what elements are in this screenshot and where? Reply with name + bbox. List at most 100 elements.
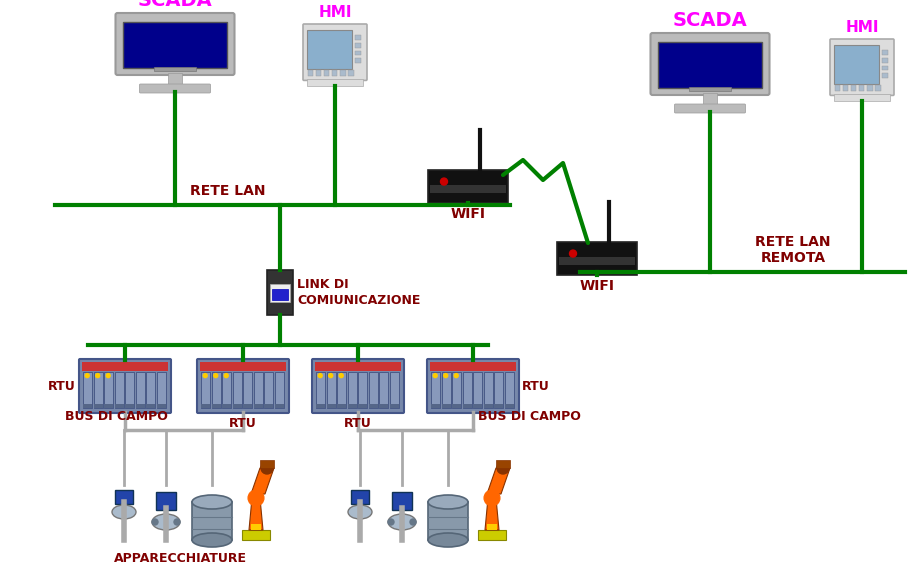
Circle shape — [329, 374, 333, 378]
Bar — [442, 404, 451, 408]
Bar — [487, 524, 497, 530]
Circle shape — [96, 374, 99, 378]
Bar — [452, 372, 461, 408]
Polygon shape — [487, 468, 510, 494]
Bar — [882, 58, 888, 63]
Bar — [442, 372, 451, 408]
Bar — [94, 372, 103, 408]
Bar — [867, 85, 873, 91]
Bar — [390, 404, 398, 408]
Bar — [882, 51, 888, 55]
Bar — [156, 492, 176, 510]
Bar — [494, 404, 503, 408]
Text: WIFI: WIFI — [451, 207, 486, 221]
Bar — [326, 404, 335, 408]
Bar — [211, 372, 220, 408]
Bar — [267, 270, 293, 315]
Circle shape — [484, 490, 500, 506]
Bar — [379, 372, 388, 408]
Polygon shape — [249, 498, 263, 530]
Bar — [463, 404, 472, 408]
Bar — [851, 85, 856, 91]
Circle shape — [569, 250, 577, 257]
Bar — [496, 460, 510, 468]
Text: PC
SCADA: PC SCADA — [138, 0, 212, 10]
Bar — [242, 530, 270, 540]
Bar — [882, 73, 888, 78]
FancyBboxPatch shape — [116, 13, 234, 75]
Bar — [430, 362, 516, 371]
Bar — [332, 70, 337, 76]
Text: SCADA: SCADA — [672, 11, 747, 30]
Bar — [136, 404, 145, 408]
Bar — [505, 372, 514, 408]
Ellipse shape — [152, 514, 180, 530]
Bar — [494, 372, 503, 408]
Circle shape — [261, 462, 273, 474]
FancyBboxPatch shape — [650, 33, 770, 95]
Bar — [200, 362, 286, 371]
Bar — [834, 45, 879, 84]
Bar — [222, 372, 231, 408]
Bar — [473, 372, 482, 408]
Bar — [251, 524, 261, 530]
Bar — [347, 404, 356, 408]
Bar — [157, 372, 166, 408]
Text: RETE LAN: RETE LAN — [190, 184, 266, 198]
Bar — [431, 404, 440, 408]
Bar — [316, 404, 325, 408]
Bar — [169, 73, 182, 85]
Bar — [875, 85, 881, 91]
FancyBboxPatch shape — [312, 359, 404, 413]
Bar — [307, 30, 352, 69]
Bar — [274, 404, 283, 408]
Bar — [253, 372, 262, 408]
Bar — [264, 404, 273, 408]
Circle shape — [214, 374, 218, 378]
Bar — [703, 93, 717, 105]
Bar — [428, 502, 468, 540]
Bar — [315, 362, 401, 371]
Ellipse shape — [192, 533, 232, 547]
Bar — [115, 490, 133, 504]
FancyBboxPatch shape — [139, 84, 210, 93]
Bar — [355, 35, 361, 40]
Circle shape — [410, 519, 416, 525]
Bar — [390, 372, 398, 408]
Bar — [253, 404, 262, 408]
Circle shape — [252, 494, 260, 502]
FancyBboxPatch shape — [427, 359, 519, 413]
Bar — [104, 372, 113, 408]
Bar — [316, 372, 325, 408]
Text: RTU: RTU — [344, 417, 372, 430]
Ellipse shape — [192, 495, 232, 509]
FancyBboxPatch shape — [674, 104, 745, 113]
Ellipse shape — [428, 533, 468, 547]
Polygon shape — [485, 498, 499, 530]
Bar — [243, 404, 252, 408]
Bar — [882, 66, 888, 70]
Text: HMI: HMI — [845, 20, 879, 35]
Bar — [326, 372, 335, 408]
Bar — [478, 530, 506, 540]
Bar — [348, 70, 353, 76]
Circle shape — [152, 519, 158, 525]
Bar — [146, 404, 155, 408]
Bar — [157, 404, 166, 408]
Bar — [843, 85, 848, 91]
Bar — [484, 372, 493, 408]
Ellipse shape — [112, 505, 136, 519]
Text: BUS DI CAMPO: BUS DI CAMPO — [478, 410, 581, 423]
Text: RTU: RTU — [522, 379, 549, 393]
Ellipse shape — [388, 514, 416, 530]
Circle shape — [444, 374, 447, 378]
Bar — [123, 22, 227, 69]
Bar — [473, 404, 482, 408]
Bar — [859, 85, 865, 91]
Bar — [104, 404, 113, 408]
Bar — [146, 372, 155, 408]
Bar — [83, 404, 92, 408]
Text: BUS DI CAMPO: BUS DI CAMPO — [65, 410, 168, 423]
Bar — [211, 404, 220, 408]
Text: RTU: RTU — [48, 379, 76, 393]
